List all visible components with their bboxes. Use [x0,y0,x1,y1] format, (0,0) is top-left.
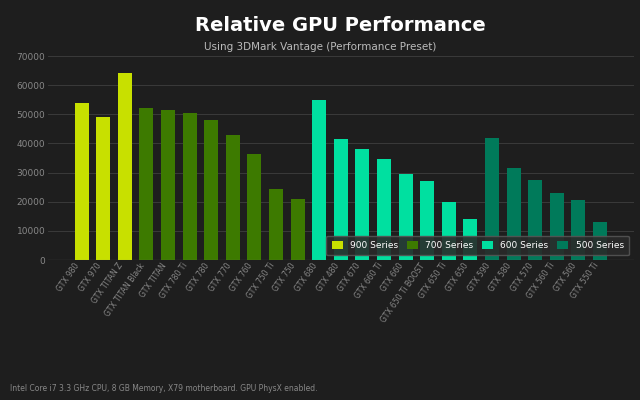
Bar [420,181,434,260]
Bar [593,222,607,260]
Bar [269,189,283,260]
Bar [485,138,499,260]
Bar [377,160,391,260]
Bar [355,149,369,260]
Bar [96,117,110,260]
Bar [334,139,348,260]
Bar [161,110,175,260]
Title: Relative GPU Performance: Relative GPU Performance [195,16,486,35]
Bar [291,199,305,260]
Bar [140,108,154,260]
Bar [463,219,477,260]
Bar [550,193,564,260]
Text: Intel Core i7 3.3 GHz CPU, 8 GB Memory, X79 motherboard. GPU PhysX enabled.: Intel Core i7 3.3 GHz CPU, 8 GB Memory, … [10,384,317,393]
Bar [182,113,196,260]
Bar [442,202,456,260]
Legend: 900 Series, 700 Series, 600 Series, 500 Series: 900 Series, 700 Series, 600 Series, 500 … [326,236,629,256]
Bar [226,135,240,260]
Bar [248,154,261,260]
Bar [572,200,586,260]
Bar [204,120,218,260]
Bar [75,103,89,260]
Bar [312,100,326,260]
Text: Using 3DMark Vantage (Performance Preset): Using 3DMark Vantage (Performance Preset… [204,42,436,52]
Bar [528,180,542,260]
Bar [399,174,413,260]
Bar [118,74,132,260]
Bar [506,168,520,260]
